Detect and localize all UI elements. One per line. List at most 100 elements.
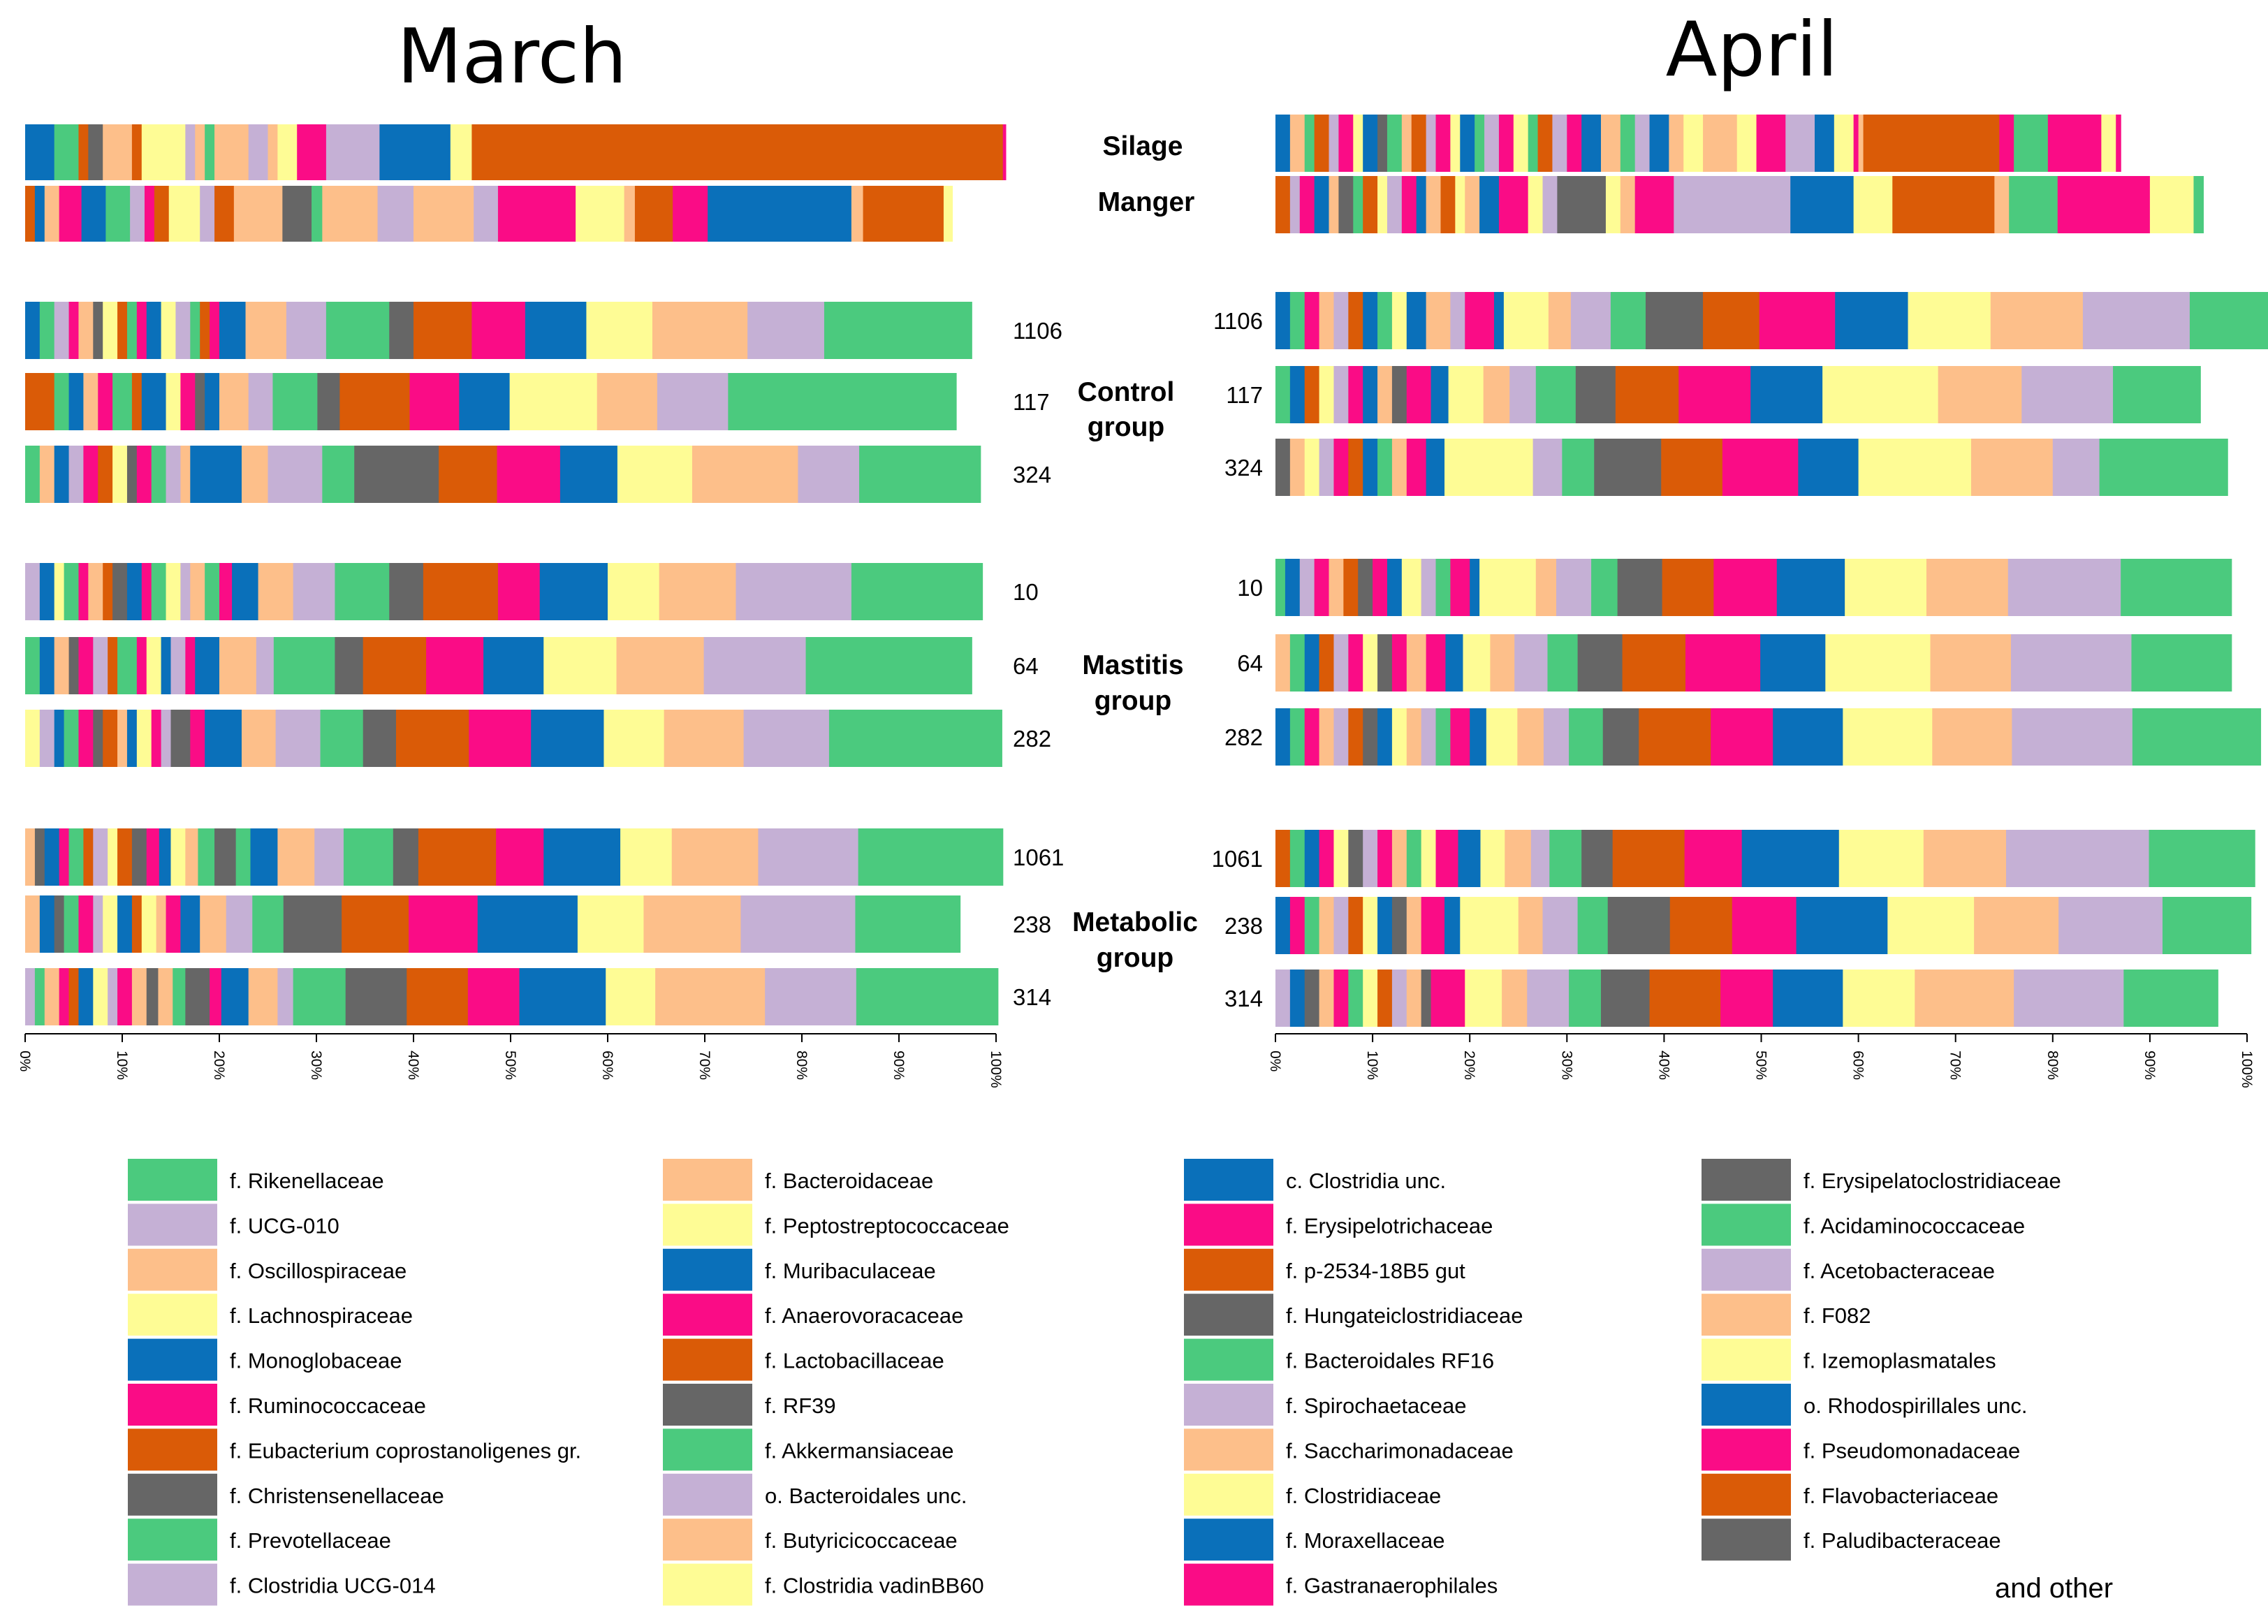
bar-segment [2101, 115, 2116, 172]
bar-segment [1892, 176, 1995, 233]
bar-segment [286, 302, 327, 359]
legend-label: f. Flavobacteriaceae [1804, 1484, 1998, 1508]
bar-segment [205, 710, 242, 767]
bar-segment [1843, 970, 1915, 1027]
bar-segment [1289, 115, 1305, 172]
bar-segment [54, 563, 65, 620]
legend-swatch [128, 1384, 217, 1426]
legend-item: f. p-2534-18B5 gut [1184, 1248, 1465, 1291]
bar-segment [233, 186, 283, 242]
bar-segment [1319, 366, 1335, 423]
legend-item: f. Gastranaerophilales [1184, 1563, 1498, 1606]
legend-swatch [1702, 1248, 1791, 1291]
bar-segment [1711, 708, 1773, 766]
bar-segment [93, 828, 108, 886]
bar-segment [1348, 708, 1363, 766]
legend-swatch [1184, 1473, 1273, 1516]
bar-april-282 [1275, 708, 2262, 766]
bar-segment [1490, 634, 1515, 692]
bar-segment [1607, 897, 1671, 954]
bar-segment [1426, 176, 1442, 233]
bar-segment [200, 302, 210, 359]
bar-segment [190, 446, 242, 503]
sample-label-april-64: 64 [1237, 650, 1263, 676]
bar-march-282 [25, 710, 1002, 767]
bar-segment [78, 968, 94, 1025]
bar-segment [743, 710, 830, 767]
bar-segment [136, 710, 152, 767]
bar-segment [1741, 830, 1840, 887]
bar-segment [2052, 439, 2100, 496]
bar-segment [1450, 292, 1465, 349]
bar-segment [1338, 176, 1354, 233]
bar-segment [1649, 115, 1669, 172]
bar-segment [105, 186, 131, 242]
bar-segment [2082, 292, 2190, 349]
bar-segment [1333, 708, 1349, 766]
legend-item: f. Prevotellaceae [128, 1519, 391, 1561]
bar-segment [1421, 897, 1445, 954]
bar-segment [1535, 366, 1576, 423]
bar-segment [1406, 708, 1422, 766]
bar-segment [131, 373, 142, 430]
bar-segment [559, 446, 618, 503]
bar-segment [824, 302, 972, 359]
legend-label: f. Hungateiclostridiaceae [1286, 1303, 1523, 1328]
bar-segment [1552, 115, 1567, 172]
sample-label-march-117: 117 [1013, 389, 1050, 415]
bar-segment [1465, 292, 1495, 349]
bar-segment [1527, 970, 1570, 1027]
legend-item: f. Saccharimonadaceae [1184, 1428, 1514, 1471]
bar-segment [531, 710, 605, 767]
bar-segment [83, 373, 98, 430]
legend-swatch [1184, 1294, 1273, 1336]
bar-segment [664, 710, 745, 767]
bar-segment [1314, 559, 1330, 616]
sample-label-april-324: 324 [1224, 455, 1263, 481]
bar-segment [1853, 176, 1893, 233]
bar-segment [103, 124, 133, 180]
bar-segment [25, 563, 41, 620]
bar-segment [1333, 970, 1349, 1027]
legend-label: f. Monoglobaceae [230, 1349, 402, 1373]
bar-segment [78, 302, 94, 359]
bar-segment [1319, 830, 1335, 887]
bar-segment [131, 895, 142, 953]
legend-label: f. Bacteroidaceae [765, 1169, 933, 1193]
legend-label: f. Eubacterium coprostanoligenes gr. [230, 1438, 581, 1463]
bar-segment [616, 637, 705, 694]
bar-segment [1333, 439, 1349, 496]
legend-item: f. Muribaculaceae [663, 1248, 936, 1291]
legend-label: f. Anaerovoracaceae [765, 1303, 963, 1328]
sample-label-march-314: 314 [1013, 984, 1051, 1010]
bar-segment [426, 637, 484, 694]
bar-segment [617, 446, 693, 503]
bar-segment [1304, 115, 1315, 172]
sample-label-march-238: 238 [1013, 912, 1051, 937]
bar-segment [68, 373, 84, 430]
group-label-control: Control [1078, 377, 1175, 407]
bar-segment [78, 563, 89, 620]
bar-segment [1387, 559, 1403, 616]
bar-segment [205, 124, 215, 180]
bar-segment [1845, 559, 1927, 616]
bar-segment [1570, 292, 1611, 349]
x-tick-label: 40% [405, 1051, 421, 1080]
bar-segment [2012, 708, 2133, 766]
sample-label-march-1106: 1106 [1013, 318, 1062, 344]
bar-segment [1661, 439, 1723, 496]
bar-segment [1304, 830, 1320, 887]
bar-segment [1994, 176, 2010, 233]
bar-segment [241, 446, 269, 503]
bar-segment [335, 563, 390, 620]
x-tick-label: 20% [211, 1051, 227, 1080]
bar-segment [1990, 292, 2084, 349]
bar-segment [459, 373, 511, 430]
bar-segment [205, 373, 220, 430]
bar-segment [272, 373, 318, 430]
legend-swatch [1184, 1248, 1273, 1291]
bar-segment [1426, 115, 1437, 172]
legend-label: f. F082 [1804, 1303, 1871, 1328]
bar-segment [226, 895, 253, 953]
bar-segment [543, 828, 621, 886]
